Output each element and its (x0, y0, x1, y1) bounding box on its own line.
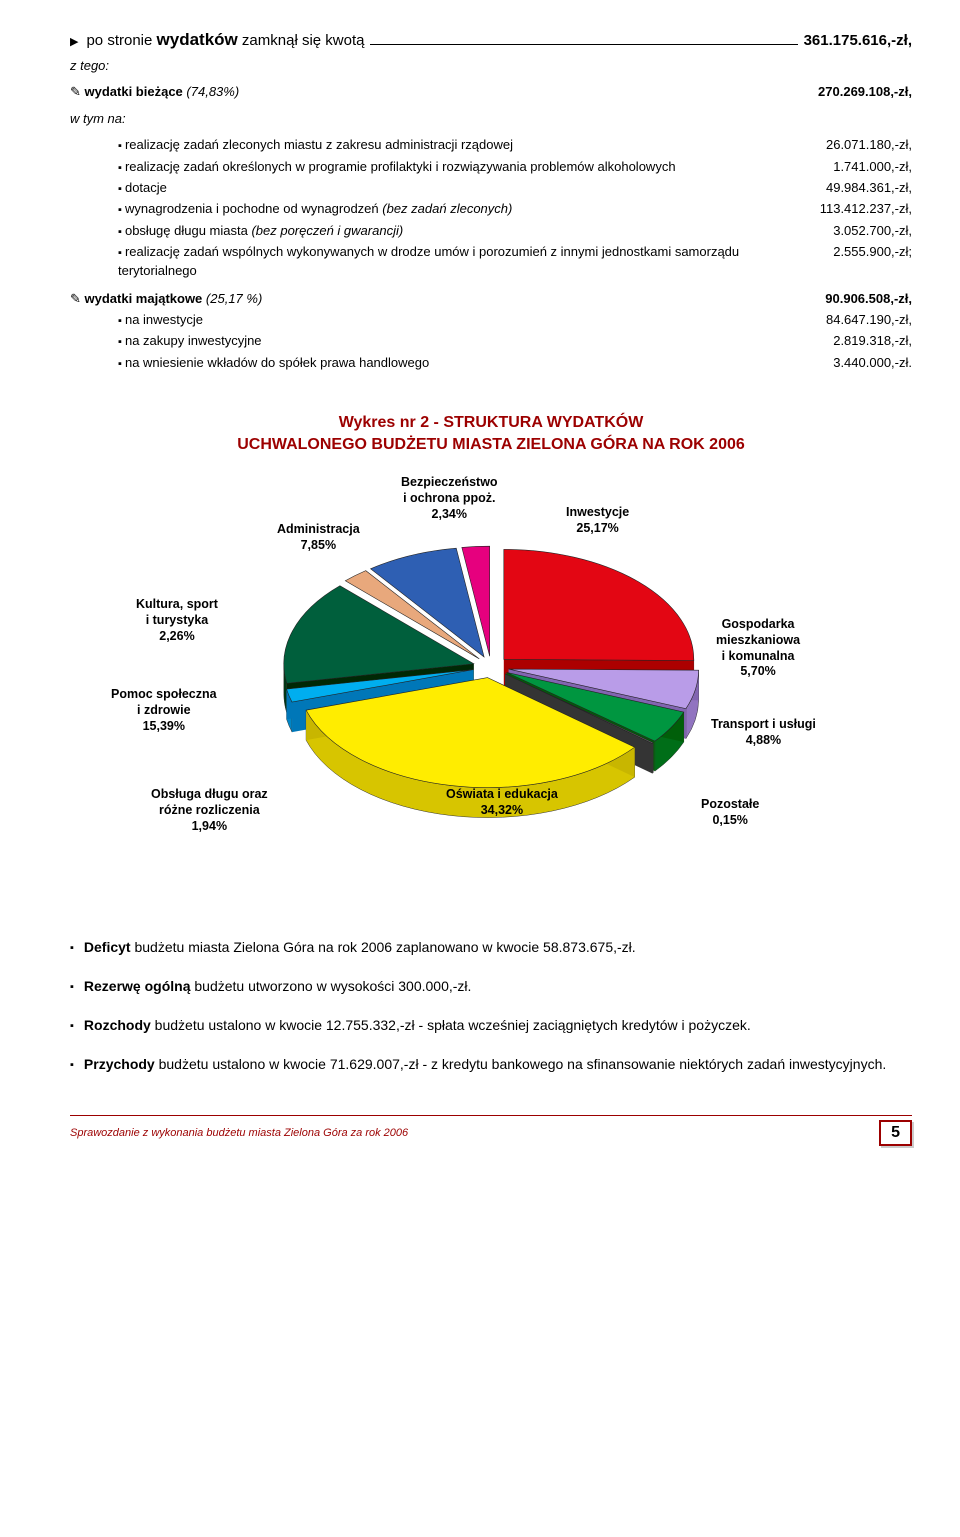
chart-label: Administracja7,85% (277, 522, 360, 553)
chart-label: Gospodarkamieszkaniowai komunalna5,70% (716, 617, 800, 680)
w-tym-na: w tym na: (70, 111, 912, 126)
biezace-row: wydatki bieżące (74,83%) 270.269.108,-zł… (70, 83, 912, 101)
pie-chart: Inwestycje25,17% Gospodarkamieszkaniowai … (111, 467, 871, 887)
page-number: 5 (879, 1120, 912, 1146)
majatkowe-row: wydatki majątkowe (25,17 %) 90.906.508,-… (70, 290, 912, 308)
list-item: realizację zadań wspólnych wykonywanych … (118, 243, 912, 280)
chart-label: Oświata i edukacja34,32% (446, 787, 558, 818)
chart-label: Kultura, sporti turystyka2,26% (136, 597, 218, 644)
list-item: na inwestycje84.647.190,-zł, (118, 311, 912, 329)
chart-label: Bezpieczeństwoi ochrona ppoż.2,34% (401, 475, 498, 522)
footer-text: Sprawozdanie z wykonania budżetu miasta … (70, 1127, 408, 1139)
majatkowe-pct: (25,17 %) (206, 291, 262, 306)
list-item: dotacje49.984.361,-zł, (118, 179, 912, 197)
paragraph: ▪Przychody budżetu ustalono w kwocie 71.… (70, 1054, 912, 1075)
list-item: na wniesienie wkładów do spółek prawa ha… (118, 354, 912, 372)
chart-label: Transport i usługi4,88% (711, 717, 816, 748)
footer: Sprawozdanie z wykonania budżetu miasta … (70, 1115, 912, 1146)
list-item: realizację zadań określonych w programie… (118, 158, 912, 176)
header-suffix: zamknął się kwotą (238, 32, 365, 49)
expenses-header: ▶ po stronie wydatków zamknął się kwotą … (70, 30, 912, 50)
chart-label: Obsługa długu orazróżne rozliczenia1,94% (151, 787, 268, 834)
header-bold: wydatków (157, 30, 238, 49)
list-item: obsługę długu miasta (bez poręczeń i gwa… (118, 222, 912, 240)
biezace-value: 270.269.108,-zł, (818, 84, 912, 99)
paragraph: ▪Deficyt budżetu miasta Zielona Góra na … (70, 937, 912, 958)
list-item: realizację zadań zleconych miastu z zakr… (118, 136, 912, 154)
biezace-label: wydatki bieżące (85, 84, 183, 99)
chart-label: Pomoc społecznai zdrowie15,39% (111, 687, 217, 734)
header-prefix: po stronie (86, 32, 156, 49)
header-underline (370, 44, 797, 45)
list-item: wynagrodzenia i pochodne od wynagrodzeń … (118, 200, 912, 218)
majatkowe-label: wydatki majątkowe (85, 291, 203, 306)
z-tego: z tego: (70, 58, 912, 73)
paragraph: ▪Rozchody budżetu ustalono w kwocie 12.7… (70, 1015, 912, 1036)
chart-title: Wykres nr 2 - STRUKTURA WYDATKÓW UCHWALO… (70, 412, 912, 455)
biezace-pct: (74,83%) (186, 84, 239, 99)
list-item: na zakupy inwestycyjne2.819.318,-zł, (118, 332, 912, 350)
chart-label: Pozostałe0,15% (701, 797, 759, 828)
majatkowe-value: 90.906.508,-zł, (825, 291, 912, 306)
chart-label: Inwestycje25,17% (566, 505, 629, 536)
paragraph: ▪Rezerwę ogólną budżetu utworzono w wyso… (70, 976, 912, 997)
header-value: 361.175.616,-zł, (804, 32, 912, 49)
